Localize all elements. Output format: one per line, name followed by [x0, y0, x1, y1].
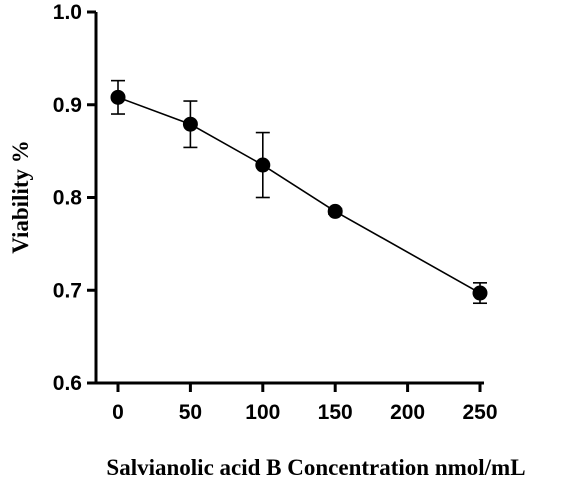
data-point — [110, 89, 126, 105]
y-axis-label: Viability % — [8, 140, 33, 254]
data-point — [182, 116, 198, 132]
x-tick-label: 150 — [318, 401, 353, 424]
y-tick-label: 0.8 — [53, 187, 83, 210]
series — [110, 79, 488, 305]
axes — [94, 12, 484, 385]
data-point — [472, 285, 488, 301]
x-tick-label: 200 — [390, 401, 425, 424]
y-tick-label: 0.9 — [53, 94, 82, 117]
data-point — [255, 157, 271, 173]
x-tick-label: 100 — [245, 401, 280, 424]
x-tick-label: 250 — [462, 401, 497, 424]
y-tick-label: 0.7 — [53, 279, 82, 302]
y-tick-label: 1.0 — [53, 1, 82, 24]
data-point — [327, 203, 343, 219]
x-tick-label: 0 — [112, 401, 124, 424]
x-tick-label: 50 — [179, 401, 202, 424]
series-line — [117, 96, 481, 294]
y-tick-label: 0.6 — [53, 372, 82, 395]
ticks: 0.6 0.7 0.8 0.9 1.0 0 50 100 150 200 250 — [53, 1, 498, 424]
x-axis-label: Salvianolic acid B Concentration nmol/mL — [106, 455, 525, 480]
